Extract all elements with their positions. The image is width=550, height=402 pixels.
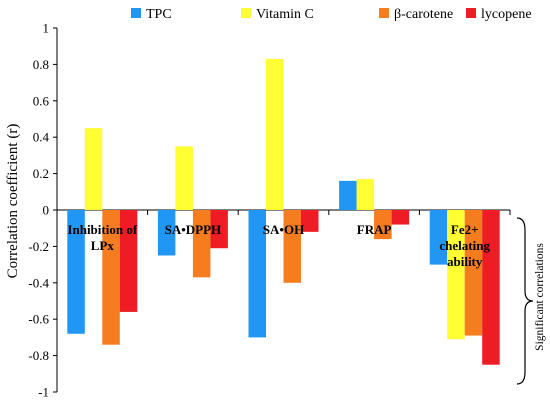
legend-label: TPC [146, 7, 172, 22]
category-label-line: Inhibition of [67, 222, 137, 237]
bar [482, 210, 500, 365]
category-label: SA•OH [263, 222, 304, 237]
category-labels-layer: Inhibition of LPx SA•DPPH SA•OH FRAP Fe2+ chel… [67, 222, 490, 269]
bar [84, 128, 103, 210]
significant-correlations-label: Significant correlations [534, 243, 546, 351]
bar [374, 210, 392, 240]
bar [301, 210, 319, 232]
category-label-line: FRAP [357, 222, 392, 237]
legend-label: Vitamin C [256, 7, 314, 22]
bar [429, 210, 448, 265]
legend-label: β-carotene [394, 7, 453, 22]
y-axis-title: Correlation coefficient (r) [5, 124, 21, 279]
bar [283, 210, 301, 283]
category-label: SA•DPPH [165, 222, 222, 237]
bar [192, 210, 211, 278]
legend-swatch [466, 8, 476, 18]
y-tick-label: -0.2 [28, 239, 49, 254]
bar [119, 210, 138, 312]
bar [339, 180, 357, 210]
y-tick-label: 0.8 [33, 57, 49, 72]
significance-annotation: Significant correlations [516, 217, 546, 385]
bar [102, 210, 120, 345]
legend-swatch [379, 8, 389, 18]
legend-swatch [131, 8, 141, 18]
bar [391, 210, 410, 225]
y-axis-title-text: Correlation coefficient (r) [5, 124, 21, 279]
legend: TPC Vitamin C β-carotene lycopene [131, 7, 532, 22]
category-label-line: SA•DPPH [165, 222, 222, 237]
category-label: FRAP [357, 222, 392, 237]
category-label-line: LPx [91, 238, 115, 253]
bar [67, 210, 85, 334]
y-tick-label: 0.4 [33, 130, 50, 145]
y-tick-label: 1 [43, 21, 50, 36]
bar [447, 210, 465, 340]
category-label-line: SA•OH [263, 222, 304, 237]
category-label-line: ability [447, 254, 483, 269]
bar [210, 210, 228, 249]
bar [248, 210, 266, 338]
bar [266, 58, 284, 210]
bar [356, 179, 375, 210]
bar [157, 210, 176, 256]
legend-swatch [241, 8, 251, 18]
bar [175, 146, 193, 210]
y-tick-label: -1 [38, 385, 49, 400]
bar [464, 210, 483, 336]
y-tick-label: 0.2 [33, 166, 49, 181]
curly-brace [516, 217, 534, 385]
category-label-line: Fe2+ [451, 222, 479, 237]
y-tick-label: 0 [43, 203, 50, 218]
category-label: Inhibition of LPx [67, 222, 137, 253]
category-label: Fe2+ chelating ability [439, 222, 490, 269]
axes-layer: 1 0.8 0.6 0.4 0.2 0 -0.2 -0.4 -0.6 -0.8 -1 [28, 21, 511, 400]
y-tick-label: -0.6 [28, 312, 49, 327]
y-tick-label: -0.4 [28, 275, 49, 290]
category-label-line: chelating [439, 238, 490, 253]
bars-layer [67, 58, 500, 365]
legend-label: lycopene [481, 7, 532, 22]
y-tick-label: -0.8 [28, 348, 49, 363]
y-tick-label: 0.6 [33, 93, 50, 108]
